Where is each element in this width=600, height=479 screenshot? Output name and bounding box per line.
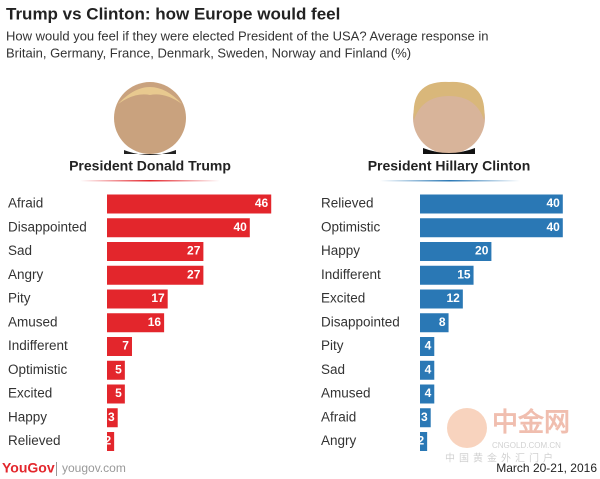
underline [380,180,520,182]
panel-title: President Donald Trump [69,158,231,174]
category-label: Afraid [8,196,43,211]
category-label: Indifferent [321,267,381,282]
bar [107,408,118,428]
bar [107,360,125,380]
underline [80,180,220,182]
value-label: 5 [115,362,122,376]
photo [114,82,186,155]
category-label: Optimistic [8,362,68,377]
value-label: 4 [425,339,432,353]
value-label: 20 [475,244,489,258]
value-label: 12 [446,291,460,305]
value-label: 40 [546,220,560,234]
category-label: Happy [321,243,360,258]
value-label: 40 [233,220,247,234]
bar [420,265,474,285]
watermark: 中金网 CNGOLD.COM.CN 中国黄金外汇门户 [445,407,570,465]
bar [107,218,250,238]
value-label: 27 [187,267,201,281]
category-label: Optimistic [321,219,381,234]
watermark-logo [447,408,487,448]
bar [420,384,435,404]
category-label: Pity [321,338,344,353]
bar [107,313,165,333]
bar [420,194,563,214]
value-label: 2 [104,434,111,448]
bar [420,218,563,238]
category-label: Disappointed [321,314,400,329]
bar [107,265,204,285]
bar [107,337,132,356]
category-label: Sad [8,243,32,258]
category-label: Indifferent [8,338,68,353]
category-label: Angry [8,267,44,282]
panel-title: President Hillary Clinton [368,158,531,174]
category-label: Happy [8,409,47,424]
value-label: 8 [439,315,446,329]
bar [107,432,115,451]
value-label: 5 [115,386,122,400]
value-label: 4 [425,386,432,400]
watermark-site: CNGOLD.COM.CN [492,441,561,450]
category-label: Amused [8,314,58,329]
bar [420,242,492,261]
value-label: 7 [122,339,129,353]
subtitle: Britain, Germany, France, Denmark, Swede… [6,45,411,60]
category-label: Disappointed [8,219,87,234]
category-label: Excited [8,386,52,401]
title: Trump vs Clinton: how Europe would feel [6,4,340,23]
url: yougov.com [62,461,126,475]
value-label: 17 [151,291,165,305]
category-label: Sad [321,362,345,377]
value-label: 40 [546,196,560,210]
value-label: 16 [148,315,162,329]
bar [107,289,168,309]
watermark-tagline: 中国黄金外汇门户 [445,452,557,465]
category-label: Afraid [321,409,356,424]
brand: YouGov [2,460,55,476]
category-label: Excited [321,291,365,306]
category-label: Relieved [8,433,61,448]
subtitle: How would you feel if they were elected … [6,28,489,43]
bar [107,242,204,261]
value-label: 2 [417,434,424,448]
value-label: 3 [421,410,428,424]
category-label: Relieved [321,196,374,211]
bar [420,313,449,333]
value-label: 46 [255,196,269,210]
bar [107,194,272,214]
value-label: 3 [108,410,115,424]
category-label: Angry [321,433,357,448]
bar [420,408,431,428]
bar [420,360,435,380]
value-label: 15 [457,267,471,281]
separator [56,462,57,476]
value-label: 27 [187,244,201,258]
category-label: Pity [8,291,31,306]
bar [107,384,125,404]
photo [413,81,485,154]
value-label: 4 [425,362,432,376]
bar [420,289,463,309]
bar [420,432,428,451]
watermark-name: 中金网 [492,407,570,437]
bar [420,337,435,356]
category-label: Amused [321,386,371,401]
date: March 20-21, 2016 [496,461,597,475]
